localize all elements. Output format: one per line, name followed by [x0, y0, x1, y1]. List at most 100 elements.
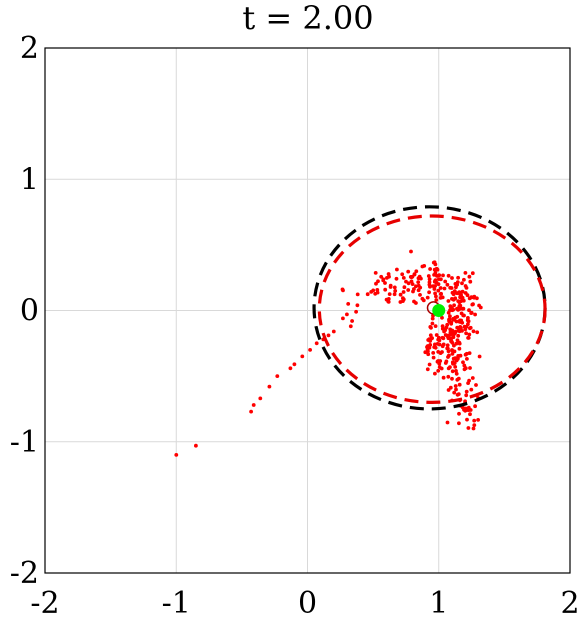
particle-point [369, 290, 374, 294]
particle-point [452, 303, 456, 308]
particle-point [465, 293, 470, 298]
x-tick-label: -1 [162, 586, 191, 620]
particle-point [453, 365, 458, 369]
particle-point [412, 272, 417, 277]
particle-point [446, 310, 451, 315]
particle-point [466, 336, 471, 340]
particle-point [439, 277, 443, 282]
particle-point [450, 328, 455, 333]
particle-point [466, 407, 471, 412]
particle-point [394, 276, 399, 281]
particle-point [345, 312, 349, 317]
particle-point [469, 311, 474, 315]
particle-point [251, 403, 256, 407]
particle-point [441, 375, 446, 380]
particle-point [440, 344, 445, 349]
particle-point [401, 290, 406, 294]
particle-point [404, 279, 408, 284]
particle-point [275, 374, 280, 378]
particle-point [476, 418, 480, 422]
particle-point [446, 334, 451, 339]
particle-point [463, 284, 468, 288]
particle-point [350, 319, 354, 323]
particle-point [437, 338, 442, 343]
y-tick-label: 1 [20, 162, 39, 197]
particle-point [466, 322, 470, 327]
particle-point [470, 376, 475, 380]
particle-point [386, 300, 391, 304]
particle-point [471, 329, 476, 334]
particle-point [258, 396, 263, 401]
particle-point [427, 277, 432, 281]
particle-point [458, 353, 463, 358]
particle-point [466, 381, 470, 385]
particle-point [375, 290, 380, 295]
particle-point [447, 317, 451, 322]
particle-point [428, 267, 432, 271]
particle-point [468, 279, 473, 284]
x-tick-label: -2 [30, 586, 59, 620]
particle-point [455, 377, 460, 382]
true-center-marker [432, 304, 446, 317]
particle-point [427, 362, 432, 367]
particle-point [471, 302, 475, 307]
particle-point [461, 298, 466, 303]
particle-point [354, 309, 358, 314]
particle-point [383, 287, 388, 292]
particle-point [449, 339, 454, 344]
particle-point [440, 324, 445, 328]
tick-labels: -2 -1 0 1 2 2 1 0 -1 -2 [10, 31, 580, 620]
particle-point [450, 369, 455, 374]
particle-point [462, 277, 466, 282]
particle-point [426, 352, 431, 357]
particle-point [454, 282, 459, 286]
particle-point [340, 287, 345, 292]
particle-point [431, 260, 436, 265]
x-tick-label: 1 [429, 586, 448, 620]
particle-point [435, 342, 440, 346]
true-ellipse [312, 205, 547, 411]
particle-point [449, 321, 454, 326]
particle-point [455, 325, 460, 330]
particle-point [445, 420, 450, 425]
particle-point [348, 324, 353, 329]
particle-point [435, 267, 440, 272]
particle-point [373, 271, 378, 275]
particle-point [448, 285, 453, 290]
particle-point [308, 348, 312, 352]
particle-point [416, 280, 421, 284]
particle-point [448, 314, 452, 318]
particle-point [406, 288, 411, 292]
particle-point [426, 338, 431, 342]
particle-point [432, 287, 437, 291]
particle-point [439, 366, 444, 371]
particle-point [472, 423, 477, 427]
particle-point [449, 336, 453, 341]
particle-point [440, 335, 445, 340]
particle-point [454, 371, 459, 376]
particle-point [434, 298, 439, 302]
axes-frame [44, 47, 571, 574]
particle-point [433, 279, 437, 283]
particle-point [466, 319, 471, 324]
y-tick-label: -2 [10, 556, 39, 591]
particle-point [438, 359, 443, 363]
particle-point [435, 274, 439, 278]
particle-point [455, 392, 460, 397]
particle-point [463, 271, 468, 275]
particle-point [431, 355, 436, 360]
particle-point [374, 281, 378, 286]
particle-point [418, 293, 422, 297]
particle-point [433, 324, 438, 328]
particle-point [460, 320, 465, 325]
particle-point [456, 333, 461, 338]
particle-point [314, 341, 319, 346]
particle-point [427, 280, 432, 284]
particle-point [458, 318, 462, 323]
particle-point [174, 453, 179, 457]
particle-point [450, 276, 454, 280]
particle-point [288, 366, 293, 371]
particle-point [440, 350, 444, 354]
particle-point [388, 283, 393, 288]
particle-point [300, 354, 305, 359]
